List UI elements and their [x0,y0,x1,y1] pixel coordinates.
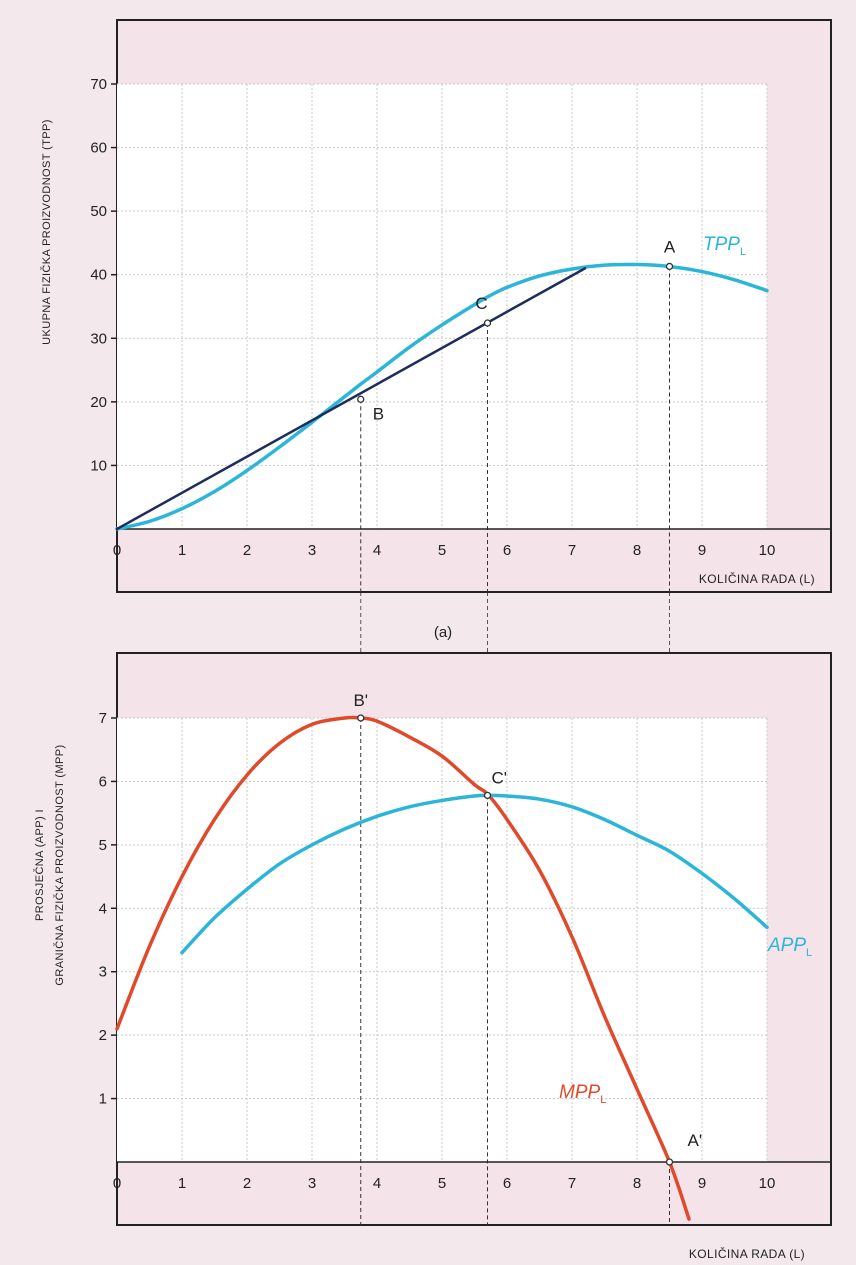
point-label: B' [353,691,368,710]
x-ticks-app-mpp: 0 1 2 3 4 5 6 7 8 9 10 [113,1175,776,1192]
x-tick-label: 10 [759,1175,776,1192]
y-tick-label: 50 [90,203,107,220]
points-app-mpp: B' C' A' [353,691,703,1166]
point-label: C [475,294,487,313]
x-tick-label: 8 [633,542,641,559]
series-app-l [180,793,769,955]
x-tick-label: 4 [373,542,381,559]
x-tick-label: 6 [503,542,511,559]
series-tpp [115,262,769,531]
x-axis-label-tpp: KOLIČINA RADA (L) [699,571,815,586]
guides-tpp [360,266,670,592]
y-tick-label: 3 [99,964,107,981]
series-label-mpp: MPPL [559,1082,606,1106]
y-ticks-tpp: 10 20 30 40 50 60 70 [90,76,117,474]
point-label: A' [688,1131,703,1150]
x-tick-label: 0 [113,542,121,559]
x-tick-label: 2 [243,1175,251,1192]
y-tick-label: 20 [90,394,107,411]
plot-area-tpp [117,84,767,529]
point-label: B [373,404,384,423]
grid-tpp [117,83,768,529]
chart-tpp: A B C 10 20 30 40 50 60 70 0 1 2 3 4 5 6 7 8 9 10 UKUPNA F… [40,19,832,593]
x-tick-label: 5 [438,1175,446,1192]
y-axis-label-app-mpp-line1: PROSJEČNA (APP) I [33,809,46,921]
series-app-mpp [115,715,769,1221]
x-tick-label: 3 [308,1175,316,1192]
point-marker [665,262,674,271]
y-tick-label: 5 [99,837,107,854]
y-tick-label: 60 [90,140,107,157]
y-tick-label: 7 [99,710,107,727]
point-marker [483,319,492,327]
y-tick-label: 2 [99,1027,107,1044]
series-label-mpp-sub: L [600,1094,606,1106]
y-tick-label: 4 [99,900,107,917]
points-tpp: A B C [357,237,676,423]
chart-app-mpp: B' C' A' 1 2 3 4 5 6 7 0 1 2 3 4 5 6 7 8 9 10 PROSJEČNA (A… [33,652,832,1261]
y-tick-label: 1 [99,1091,107,1108]
x-tick-label: 6 [503,1175,511,1192]
x-tick-label: 10 [759,542,776,559]
x-tick-label: 2 [243,542,251,559]
x-tick-label: 8 [633,1175,641,1192]
y-ticks-app-mpp: 1 2 3 4 5 6 7 [99,710,117,1108]
x-tick-label: 1 [178,542,186,559]
series-label-app: APPL [767,935,812,959]
point-marker [357,395,365,403]
y-axis-label-tpp: UKUPNA FIZIČKA PROIZVODNOST (TPP) [40,119,53,345]
x-tick-label: 0 [113,1175,121,1192]
guides-app-mpp [360,718,670,1225]
point-marker [357,714,365,722]
series-label-tpp-main: TPP [703,234,740,255]
series-label-tpp-sub: L [740,246,746,258]
x-axis-label-app-mpp: KOLIČINA RADA (L) [689,1246,805,1261]
point-label: C' [492,768,508,787]
x-tick-label: 7 [568,1175,576,1192]
panel-label-a: (a) [434,624,452,641]
connector-guides [360,592,670,653]
y-tick-label: 6 [99,773,107,790]
x-ticks-tpp: 0 1 2 3 4 5 6 7 8 9 10 [113,542,776,559]
y-axis-label-app-mpp-line2: GRANIČNA FIZIČKA PROIZVODNOST (MPP) [53,744,66,985]
y-tick-label: 10 [90,457,107,474]
series-label-app-sub: L [806,947,812,959]
x-tick-label: 9 [698,1175,706,1192]
series-tpp-l [115,262,769,531]
x-tick-label: 1 [178,1175,186,1192]
point-marker [665,1158,674,1166]
x-tick-label: 3 [308,542,316,559]
x-tick-label: 9 [698,542,706,559]
x-tick-label: 4 [373,1175,381,1192]
x-tick-label: 7 [568,542,576,559]
series-label-mpp-main: MPP [559,1082,601,1103]
series-label-app-main: APP [767,935,806,956]
series-mpp-l [115,715,691,1221]
point-label: A [664,237,676,256]
series-label-tpp: TPPL [703,234,746,258]
series-tangent [115,267,587,531]
point-marker [483,791,492,800]
y-tick-label: 40 [90,267,107,284]
y-tick-label: 70 [90,76,107,93]
x-tick-label: 5 [438,542,446,559]
y-tick-label: 30 [90,330,107,347]
